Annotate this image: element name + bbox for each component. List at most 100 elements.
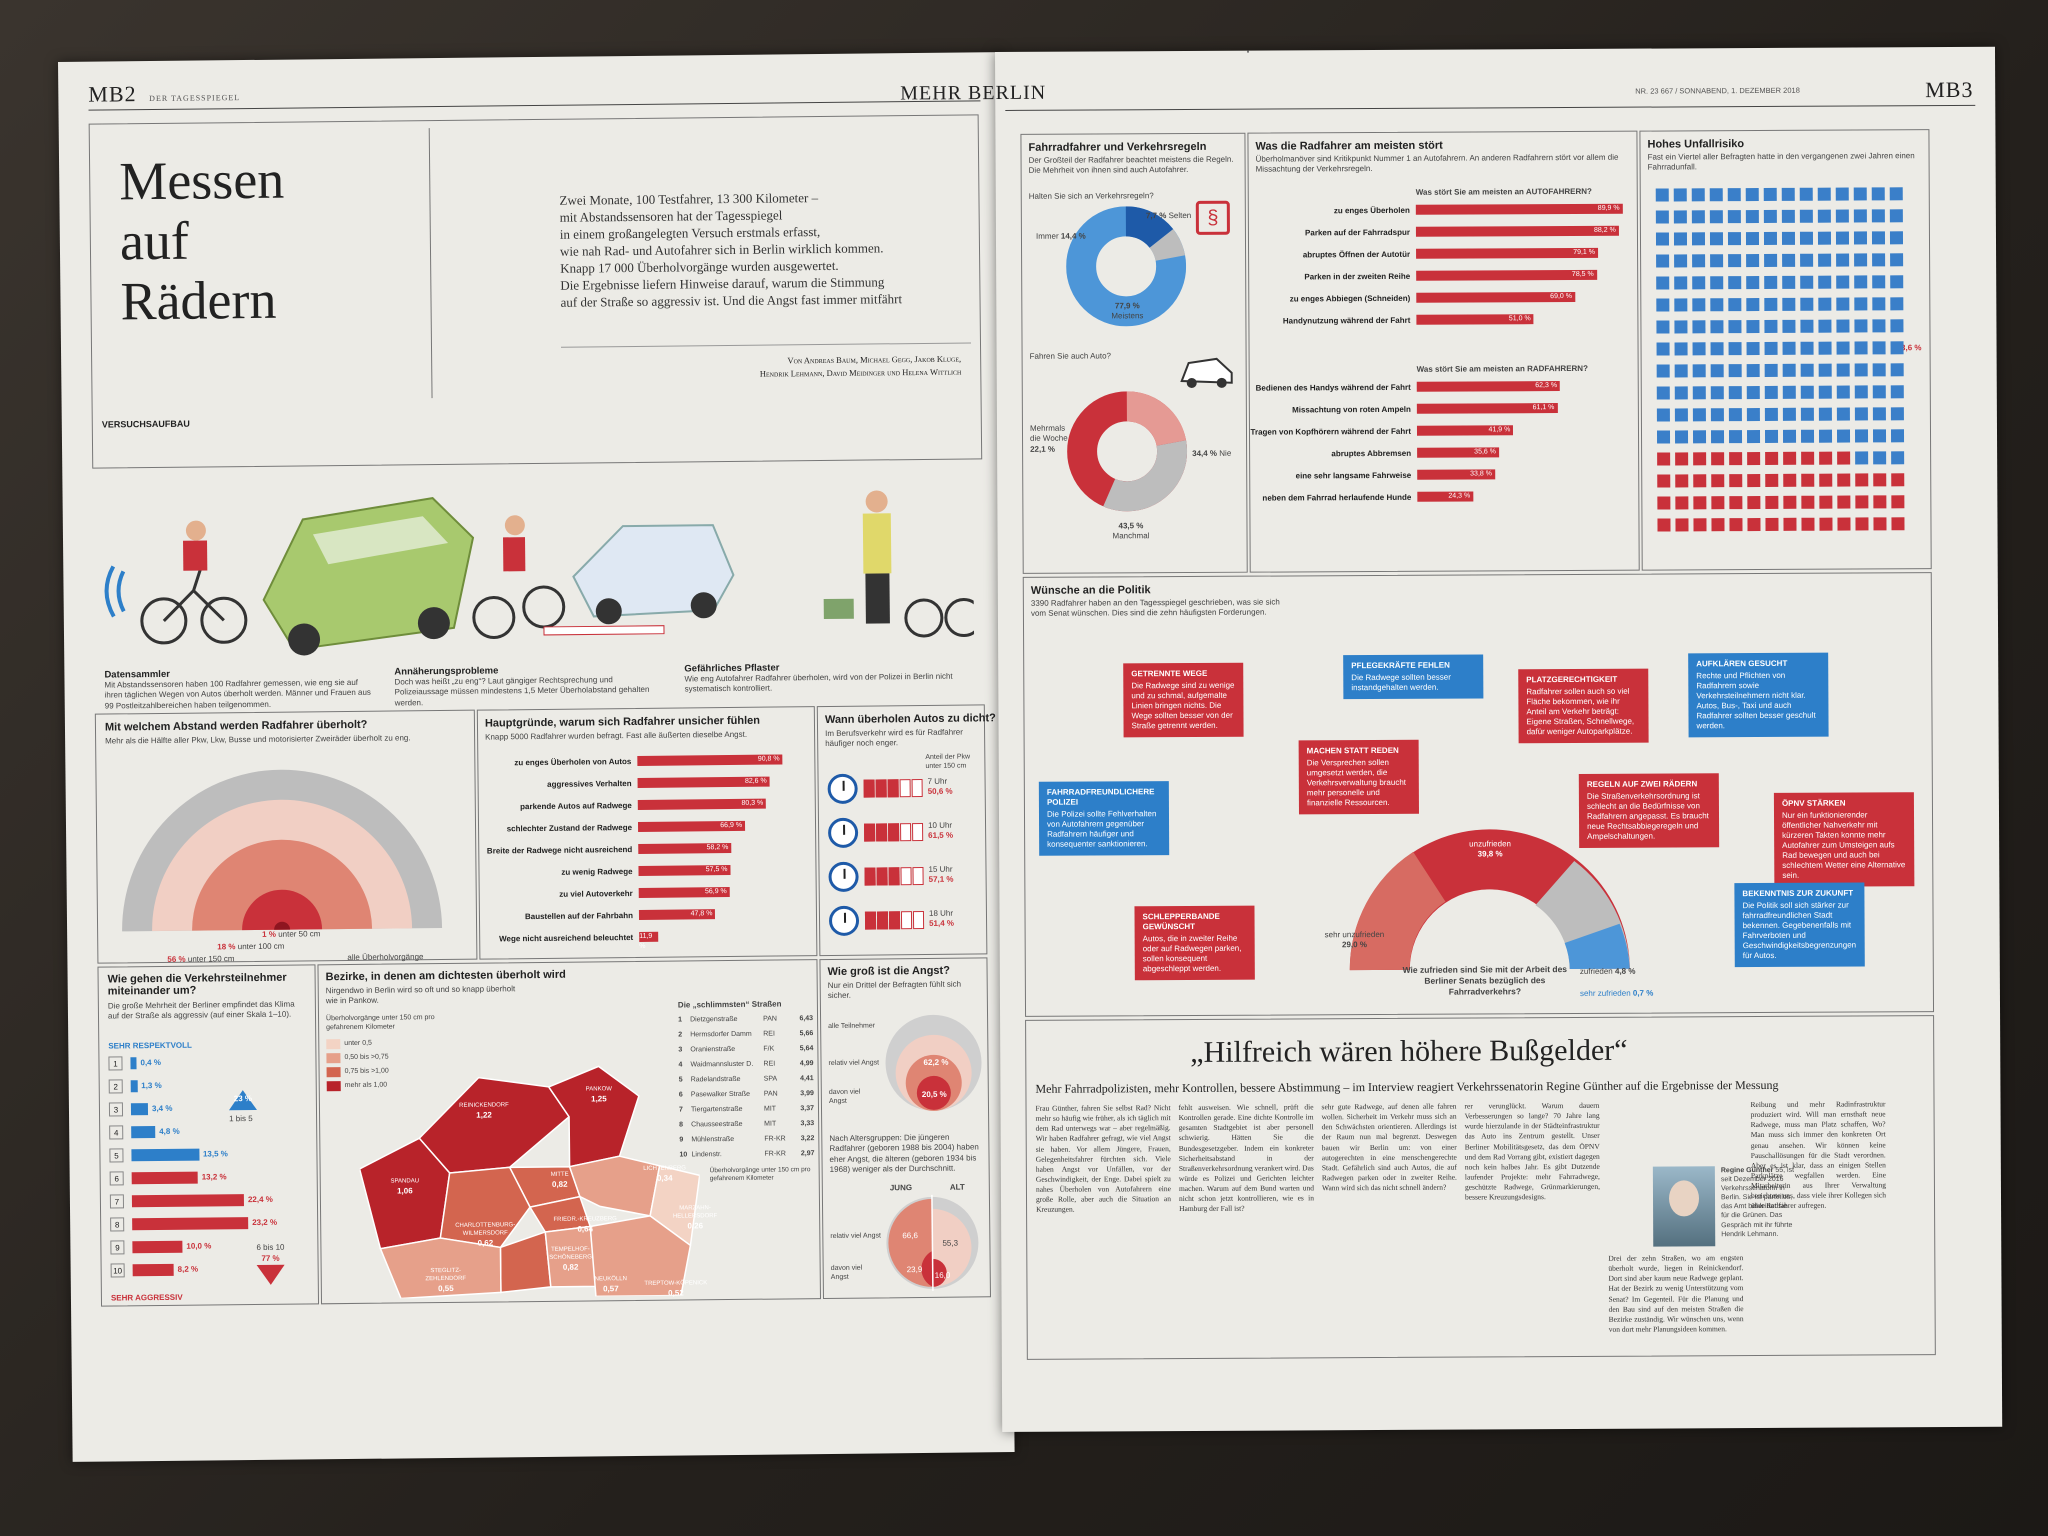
waffle-square <box>1765 517 1779 531</box>
stoert-value: 35,6 % <box>1474 448 1496 456</box>
step-text: Mit Abstandssensoren haben 100 Radfahrer… <box>104 677 371 711</box>
wish-heading: FAHRRADFREUNDLICHERE POLIZEI <box>1046 787 1155 807</box>
waffle-square <box>1890 297 1904 311</box>
stoert-bar: 62,3 % <box>1416 381 1561 392</box>
waffle-square <box>1746 364 1760 378</box>
stoert-label: zu enges Überholen <box>1333 205 1410 215</box>
street-district: SPA <box>763 1075 778 1083</box>
time-segment <box>864 823 876 842</box>
stoert-bar: 41,9 % <box>1416 425 1514 436</box>
street-district: MIT <box>764 1120 777 1128</box>
wann-time: 7 Uhr <box>927 776 948 786</box>
waffle-square <box>1728 342 1742 356</box>
street-name: Hermsdorfer Damm <box>690 1030 752 1039</box>
gruende-value: 47,8 % <box>690 910 713 918</box>
district-value: 0,82 <box>551 1179 568 1189</box>
waffle-square <box>1764 319 1778 333</box>
waffle-square <box>1657 496 1671 510</box>
waffle-square <box>1763 187 1777 201</box>
street-rank: 7 <box>678 1106 683 1114</box>
waffle-square <box>1818 319 1832 333</box>
waffle-square <box>1655 232 1670 246</box>
waffle-square <box>1728 386 1742 400</box>
page-number: MB2 <box>88 81 137 107</box>
angst-age-label-rel: relativ viel Angst <box>830 1232 881 1240</box>
waffle-square <box>1746 342 1760 356</box>
waffle-square <box>1656 320 1670 334</box>
waffle-square <box>1746 386 1760 400</box>
street-name: Lindenstr. <box>691 1151 722 1159</box>
wish-bubble: MACHEN STATT REDEN Die Versprechen sollen… <box>1298 739 1419 815</box>
street-value: 4,41 <box>800 1075 814 1083</box>
legend-swatch <box>326 1081 341 1092</box>
waffle-square <box>1782 385 1796 399</box>
waffle-square <box>1691 210 1705 224</box>
stoert-bar: 61,1 % <box>1416 403 1558 414</box>
waffle-square <box>1765 473 1779 487</box>
waffle-square <box>1746 276 1760 290</box>
waffle-square <box>1817 231 1832 245</box>
regeln-subtitle: Der Großteil der Radfahrer beachtet meis… <box>1028 154 1234 176</box>
verkehr-bar <box>131 1126 156 1139</box>
waffle-square <box>1746 429 1761 444</box>
waffle-square <box>1674 364 1688 378</box>
intro-text: Zwei Monate, 100 Testfahrer, 13 300 Kilo… <box>559 188 902 311</box>
wish-bubble: REGELN AUF ZWEI RÄDERN Die Straßenverkehr… <box>1578 773 1720 848</box>
waffle-square <box>1872 341 1886 355</box>
stoert-bar: 78,5 % <box>1416 269 1597 281</box>
blue-total: 23 % <box>233 1094 253 1104</box>
scale-number: 9 <box>110 1240 125 1255</box>
wish-heading: GETRENNTE WEGE <box>1131 668 1208 679</box>
legend-swatch <box>326 1053 341 1064</box>
angst-alt: ALT <box>949 1182 965 1192</box>
waffle-square <box>1854 319 1868 333</box>
street-row: 7 Tiergartenstraße MIT 3,37 <box>679 1104 814 1115</box>
waffle-square <box>1710 364 1724 378</box>
district-label: REINICKENDORF 1,22 <box>449 1102 519 1121</box>
waffle-square <box>1655 210 1669 224</box>
immer-text: Immer <box>1035 231 1059 241</box>
waffle-square <box>1710 254 1724 268</box>
district-name: FRIEDR.-KREUZBERG <box>553 1216 617 1223</box>
district-name: STEGLITZ-ZEHLENDORF <box>425 1267 467 1283</box>
interview-column: Reibung und mehr Radinfrastruktur produz… <box>1750 1099 1887 1211</box>
verkehr-value: 8,2 % <box>177 1264 199 1274</box>
angst-label-viel: davon viel Angst <box>828 1088 861 1106</box>
gruende-value: 11,9 % <box>639 932 653 950</box>
waffle-square <box>1728 276 1742 290</box>
gruende-bar: 57,5 % <box>638 865 731 876</box>
sehr-unz-text: sehr unzufrieden <box>1324 929 1385 940</box>
waffle-square <box>1781 187 1795 201</box>
stoert-bar: 88,2 % <box>1415 225 1619 237</box>
stoert-label: eine sehr langsame Fahrweise <box>1295 470 1412 480</box>
stoert-label: Bedienen des Handys während der Fahrt <box>1255 382 1411 393</box>
waffle-square <box>1675 496 1689 510</box>
bezirke-legend-title: Überholvorgänge unter 150 cm pro gefahre… <box>325 1014 435 1032</box>
waffle-square <box>1873 473 1887 487</box>
label-50-text: unter 50 cm <box>278 929 321 939</box>
wish-heading: BEKENNTNIS ZUR ZUKUNFT <box>1742 888 1854 899</box>
district-label: MITTE 0,82 <box>525 1171 595 1190</box>
wish-heading: AUFKLÄREN GESUCHT <box>1696 658 1788 669</box>
zufriedenheit-question: Wie zufrieden sind Sie mit der Arbeit de… <box>1402 964 1568 997</box>
stoert-value: 79,1 % <box>1573 248 1595 256</box>
waffle-square <box>1889 209 1903 223</box>
waffle-square <box>1656 364 1670 378</box>
interview-column: Frau Günther, fahren Sie selbst Rad? Nic… <box>1035 1103 1172 1215</box>
verkehr-bar <box>131 1171 198 1185</box>
street-district: PAN <box>763 1090 778 1098</box>
sehr-zuf-value: 0,7 % <box>1632 988 1654 998</box>
stoert-row: eine sehr langsame Fahrweise 33,8 % <box>1247 469 1495 480</box>
district-value: 0,52 <box>668 1288 684 1298</box>
street-row: 8 Chausseestraße MIT 3,33 <box>679 1119 814 1130</box>
district-label: STEGLITZ-ZEHLENDORF 0,55 <box>411 1268 481 1295</box>
label-150-text: unter 150 cm <box>187 954 235 964</box>
verkehr-bottom-label: SEHR AGGRESSIV <box>110 1292 183 1303</box>
stoert-bar: 35,6 % <box>1417 447 1500 458</box>
time-segment <box>864 867 876 886</box>
waffle-square <box>1747 495 1761 510</box>
angst-text: Nach Altersgruppen: Die jüngeren Radfahr… <box>829 1132 979 1175</box>
verkehr-value: 10,0 % <box>186 1241 212 1251</box>
waffle-square <box>1674 342 1688 356</box>
district-name: MARZAHN-HELLERSDORF <box>672 1205 718 1220</box>
